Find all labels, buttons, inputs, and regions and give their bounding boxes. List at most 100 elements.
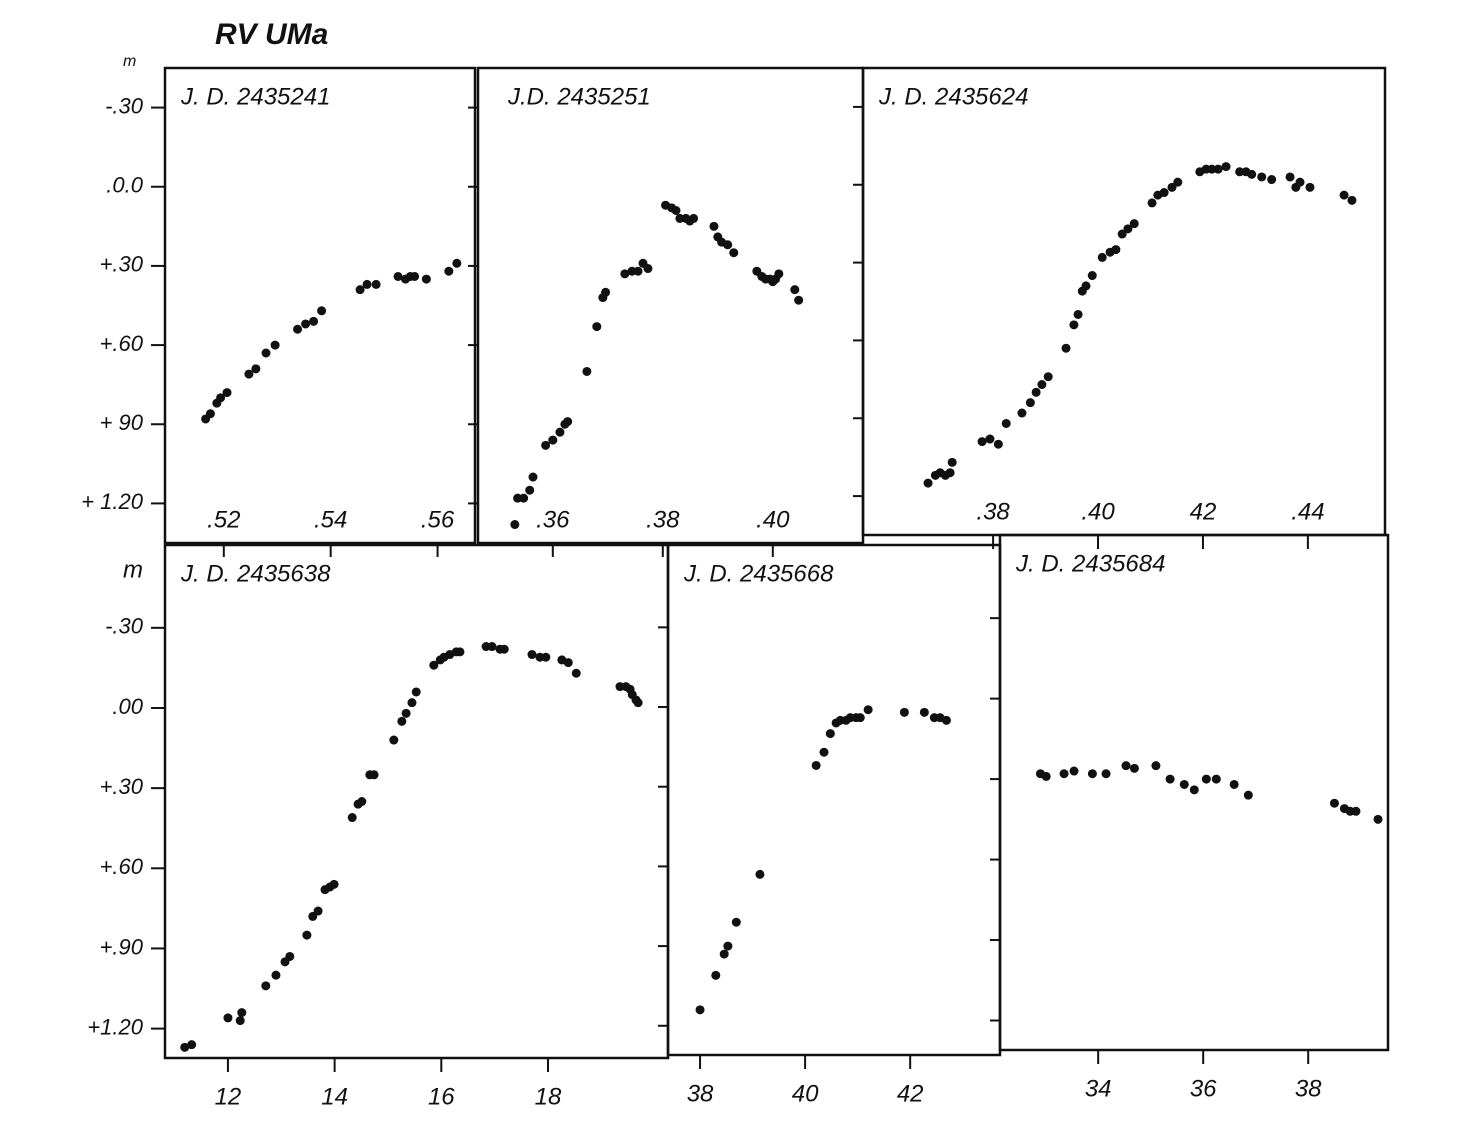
y-tick-label: +.30 — [100, 774, 144, 799]
data-point — [1097, 252, 1107, 262]
data-point — [329, 879, 339, 889]
data-point — [1123, 224, 1133, 234]
data-point — [709, 221, 719, 231]
data-point — [1129, 763, 1139, 773]
data-point — [1235, 167, 1245, 177]
data-point — [519, 493, 529, 503]
data-point — [1069, 766, 1079, 776]
data-point — [1339, 190, 1349, 200]
data-point — [1147, 198, 1157, 208]
x-tick-label: 14 — [321, 1083, 348, 1110]
data-point — [1069, 320, 1079, 330]
y-tick-label: .00 — [112, 694, 143, 719]
data-point — [731, 917, 741, 927]
data-point — [563, 417, 573, 427]
data-point — [1061, 343, 1071, 353]
panel-frame — [861, 66, 1387, 537]
data-point — [393, 271, 403, 281]
data-point — [1351, 806, 1361, 816]
x-tick-label: 38 — [687, 1080, 714, 1107]
data-point — [923, 478, 933, 488]
y-tick-label: +.60 — [100, 331, 144, 356]
y-tick-label: -.30 — [105, 614, 144, 639]
y-axis-label: m — [123, 556, 143, 583]
data-point — [1165, 774, 1175, 784]
data-point — [794, 295, 804, 305]
data-point — [1173, 177, 1183, 187]
data-point — [301, 319, 311, 329]
data-point — [244, 369, 254, 379]
data-point — [1213, 164, 1223, 174]
data-point — [1073, 309, 1083, 319]
data-point — [369, 770, 379, 780]
data-point — [444, 266, 454, 276]
data-point — [1031, 387, 1041, 397]
data-point — [527, 650, 537, 660]
data-point — [410, 271, 420, 281]
data-point — [919, 707, 929, 717]
data-point — [899, 707, 909, 717]
data-point — [563, 658, 573, 668]
panel-label: J. D. 2435684 — [1015, 550, 1165, 577]
data-point — [187, 1040, 197, 1050]
data-point — [499, 644, 509, 654]
data-point — [1025, 398, 1035, 408]
data-point — [620, 269, 630, 279]
data-point — [947, 457, 957, 467]
data-point — [1247, 169, 1257, 179]
data-point — [1257, 172, 1267, 182]
panel-label: J. D. 2435624 — [878, 83, 1028, 110]
data-point — [541, 440, 551, 450]
x-tick-label: 18 — [535, 1083, 562, 1110]
data-point — [528, 472, 538, 482]
data-point — [755, 869, 765, 879]
panel-frame — [163, 543, 670, 1060]
data-point — [945, 468, 955, 478]
data-point — [695, 1005, 705, 1015]
data-point — [723, 240, 733, 250]
data-point — [1101, 769, 1111, 779]
data-point — [455, 647, 465, 657]
data-point — [347, 813, 357, 823]
y-axis-label: m — [123, 53, 136, 70]
data-point — [1121, 761, 1131, 771]
x-tick-label: .40 — [756, 506, 790, 533]
x-tick-label: 34 — [1085, 1075, 1112, 1102]
data-point — [863, 705, 873, 715]
x-tick-label: .38 — [976, 498, 1010, 525]
x-tick-label: 12 — [215, 1083, 242, 1110]
data-point — [582, 366, 592, 376]
data-point — [313, 906, 323, 916]
data-point — [941, 715, 951, 725]
data-point — [711, 970, 721, 980]
panel-label: J.D. 2435251 — [507, 83, 651, 110]
data-point — [1059, 769, 1069, 779]
x-tick-label: .44 — [1291, 498, 1324, 525]
data-point — [1043, 372, 1053, 382]
data-point — [825, 729, 835, 739]
data-point — [977, 437, 987, 447]
data-point — [1037, 380, 1047, 390]
data-point — [1201, 774, 1211, 784]
data-point — [1159, 188, 1169, 198]
data-point — [671, 206, 681, 215]
data-point — [1179, 779, 1189, 789]
data-point — [1285, 172, 1295, 182]
data-point — [719, 949, 729, 959]
data-point — [855, 713, 865, 723]
data-point — [1087, 271, 1097, 281]
data-point — [525, 485, 535, 495]
data-point — [1087, 769, 1097, 779]
x-tick-label: .56 — [421, 506, 455, 533]
y-tick-label: .0.0 — [106, 173, 143, 198]
data-point — [261, 348, 271, 358]
data-point — [555, 427, 565, 437]
data-point — [1267, 175, 1277, 185]
data-point — [1243, 790, 1253, 800]
data-point — [1329, 798, 1339, 808]
y-tick-label: +.90 — [100, 934, 144, 959]
data-point — [633, 698, 643, 708]
panel-frame — [476, 66, 865, 545]
data-point — [271, 970, 281, 980]
panel-label: J. D. 2435241 — [180, 83, 330, 110]
